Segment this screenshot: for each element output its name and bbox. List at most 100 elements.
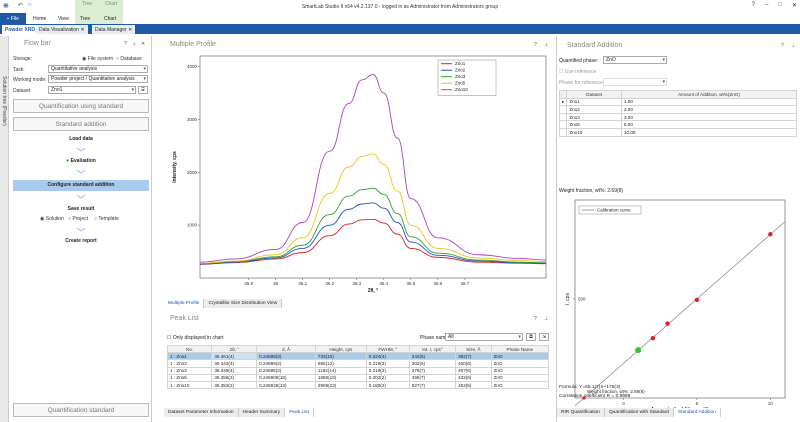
column-header[interactable]: Height, cps	[314, 344, 367, 354]
phase-for-reference-select[interactable]: ▾	[603, 78, 667, 86]
dataset-select[interactable]: Zno1 ▾	[48, 86, 136, 94]
column-header[interactable]: Int. I, cps°	[408, 344, 457, 354]
table-row[interactable]: ▸ Zno1 1.00	[558, 97, 798, 107]
peak-list-title: Peak List	[170, 315, 199, 322]
calibration-chart[interactable]: 0510500Amount of addition, wt%I, cpsCali…	[563, 198, 795, 422]
x-tick-label: 36.1	[298, 281, 307, 286]
save-radio-template[interactable]: ○ Template	[94, 216, 119, 222]
table-cell[interactable]: 1.00	[620, 97, 798, 107]
table-cell: Zno1	[566, 97, 622, 107]
column-header[interactable]: Amount of Addition, wt%(ZnO)	[620, 90, 798, 99]
table-row[interactable]: 1 : Zno2 36.343(4) 0.24699(2) 955(12) 0.218(…	[166, 359, 550, 368]
table-row[interactable]: Zno10 10.00	[558, 127, 798, 137]
table-cell: 452(5)	[455, 380, 492, 390]
phase-name-select[interactable]: All ▾	[445, 333, 523, 341]
column-header[interactable]: FWHM, °	[365, 344, 410, 354]
ribbon-tab-tree[interactable]: Tree	[80, 15, 91, 22]
quantification-standard-button[interactable]: Quantification standard	[13, 403, 149, 417]
doc-tab-data-manager[interactable]: Data Manager ✕	[92, 25, 136, 34]
quantification-using-standard-button[interactable]: Quantification using standard	[13, 99, 149, 113]
column-header[interactable]: 2θ, °	[211, 344, 258, 354]
x-axis-label: 2θ, °	[368, 288, 378, 294]
table-row[interactable]: Zno2 2.00	[558, 105, 798, 114]
ribbon-tab-home[interactable]: Home	[33, 15, 47, 22]
pin-icon[interactable]: ⊥	[544, 42, 549, 48]
use-reference-checkbox[interactable]: ☐ Use reference	[559, 69, 597, 75]
table-cell: 0.246926(13)	[256, 380, 316, 390]
step-configure-standard-addition[interactable]: Configure standard addition	[13, 180, 149, 191]
tab-peak-list[interactable]: Peak List	[285, 408, 314, 417]
solution-tree-strip[interactable]: Solution tree (Powder)	[0, 36, 9, 422]
step-evaluation[interactable]: ● Evaluation	[66, 158, 96, 164]
help-icon[interactable]: ?	[124, 41, 127, 47]
table-cell[interactable]: 10.00	[620, 127, 798, 137]
table-cell: 1680(16)	[314, 373, 367, 382]
tab-multiple-profile[interactable]: Multiple Profile	[164, 299, 205, 308]
dataset-browse-icon[interactable]: ⌸	[138, 86, 148, 94]
task-select[interactable]: Quantitative analysis ▾	[48, 65, 148, 73]
tab-header-summary[interactable]: Header Summary	[238, 408, 286, 417]
file-menu-button[interactable]: ▪ File	[0, 13, 26, 24]
tab-crystallite-size[interactable]: Crystallite Size Distribution View	[204, 299, 283, 308]
table-cell[interactable]: 3.00	[620, 112, 798, 122]
legend-label: Zno3	[455, 74, 466, 79]
working-mode-select[interactable]: Powder project / Quantitative analysis ▾	[48, 75, 148, 83]
pin-icon[interactable]: ⊥	[544, 316, 549, 322]
legend-box	[578, 205, 642, 215]
storage-radio-filesystem[interactable]: ◉ File system	[82, 56, 114, 62]
table-row[interactable]: 1 : Zno1 36.361(4) 0.24688(3) 733(10) 0.224(…	[166, 352, 550, 361]
maximize-icon[interactable]: □	[778, 2, 782, 8]
table-row[interactable]: Zno5 5.00	[558, 120, 798, 129]
only-displayed-checkbox[interactable]: ☐ Only displayed in chart	[167, 335, 224, 341]
redo-icon[interactable]: ↷	[27, 3, 33, 9]
ribbon-tab-chart[interactable]: Chart	[104, 15, 117, 22]
table-row[interactable]: 1 : Zno10 36.353(2) 0.246926(13) 2906(22) 0.…	[166, 380, 550, 390]
undo-icon[interactable]: ↶	[18, 3, 24, 9]
ribbon-tab-view[interactable]: View	[58, 15, 69, 22]
tab-rir-quantification[interactable]: RIR Quantification	[557, 408, 605, 417]
column-header[interactable]: Phase Name	[490, 344, 550, 354]
storage-radio-database[interactable]: ○ Database	[116, 56, 142, 62]
chevron-down-icon	[76, 227, 86, 232]
table-cell: ZnO	[490, 359, 550, 368]
export-icon[interactable]: ⇲	[539, 333, 549, 341]
standard-addition-button[interactable]: Standard addition	[13, 117, 149, 131]
help-icon[interactable]: ?	[751, 2, 755, 8]
context-label-chart: Chart	[104, 1, 118, 7]
tab-quantification-with-standard[interactable]: Quantification with Standard	[604, 408, 674, 417]
column-header[interactable]: No.	[166, 344, 213, 354]
copy-icon[interactable]: ⧉	[526, 333, 536, 341]
column-header[interactable]: Size, Å	[455, 344, 492, 354]
step-load-data[interactable]: Load data	[69, 136, 93, 142]
step-create-report[interactable]: Create report	[65, 238, 97, 244]
quantified-phase-select[interactable]: ZnO ▾	[603, 56, 667, 64]
minimize-icon[interactable]: –	[765, 2, 769, 8]
table-cell[interactable]: 5.00	[620, 120, 798, 129]
chevron-down-icon	[76, 169, 86, 174]
save-radio-project[interactable]: ○ Project	[68, 216, 88, 222]
step-save-result[interactable]: Save result	[67, 206, 95, 212]
table-cell: ZnO	[490, 366, 550, 375]
tab-dataset-parameter-information[interactable]: Dataset Parameter Information	[164, 408, 239, 417]
multiple-profile-chart[interactable]: 1000 2000 3000 4000 35.9 36 36.1 36.2 36.3 36.4 36…	[164, 52, 552, 300]
help-icon[interactable]: ?	[781, 43, 784, 49]
save-radio-solution[interactable]: ◉ Solution	[40, 216, 64, 222]
table-row[interactable]: 1 : Zno5 36.356(2) 0.246906(18) 1680(16) 0.2…	[166, 373, 550, 382]
plot-area	[574, 199, 786, 399]
help-icon[interactable]: ?	[534, 316, 537, 322]
tab-standard-addition[interactable]: Standard Addition	[673, 408, 721, 417]
table-cell[interactable]: 2.00	[620, 105, 798, 114]
doc-tab-data-visualization[interactable]: Data Visualization ✕	[36, 25, 88, 34]
column-header[interactable]: d, Å	[256, 344, 316, 354]
close-icon[interactable]: ✕	[141, 41, 146, 47]
calibration-line	[574, 221, 786, 407]
y-tick-label: 500	[578, 297, 586, 302]
pin-icon[interactable]: ⊥	[791, 43, 796, 49]
table-cell: 392(7)	[455, 352, 492, 361]
close-icon[interactable]: ✕	[791, 3, 797, 9]
help-icon[interactable]: ?	[534, 42, 537, 48]
column-header[interactable]: Dataset	[566, 90, 622, 99]
table-row[interactable]: Zno3 3.00	[558, 112, 798, 122]
table-row[interactable]: 1 : Zno3 36.349(4) 0.24695(2) 1192(14) 0.219…	[166, 366, 550, 375]
pin-icon[interactable]: ⊥	[132, 41, 137, 47]
